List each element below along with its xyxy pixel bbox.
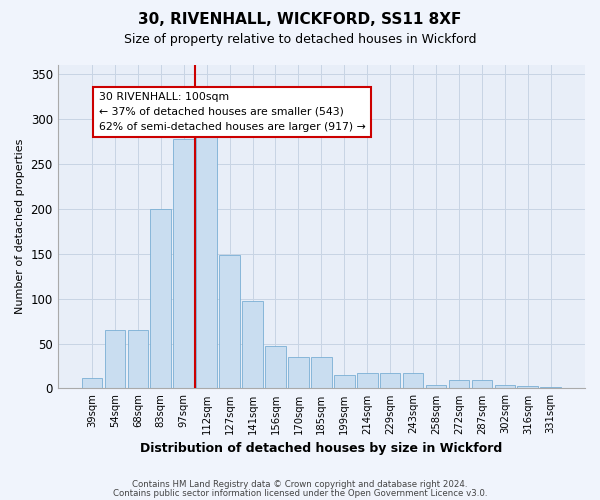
Bar [265, 346, 286, 389]
X-axis label: Distribution of detached houses by size in Wickford: Distribution of detached houses by size … [140, 442, 502, 455]
Bar [219, 256, 240, 388]
Bar [334, 375, 355, 388]
Bar [541, 386, 561, 388]
Bar [403, 373, 424, 388]
Bar [82, 378, 102, 388]
Bar [357, 373, 377, 388]
Y-axis label: Number of detached properties: Number of detached properties [15, 139, 25, 314]
Bar [151, 208, 171, 388]
Bar [380, 373, 400, 388]
Bar [472, 380, 492, 388]
Text: Contains HM Land Registry data © Crown copyright and database right 2024.: Contains HM Land Registry data © Crown c… [132, 480, 468, 489]
Text: 30 RIVENHALL: 100sqm
← 37% of detached houses are smaller (543)
62% of semi-deta: 30 RIVENHALL: 100sqm ← 37% of detached h… [99, 92, 365, 132]
Bar [196, 128, 217, 388]
Bar [242, 302, 263, 388]
Bar [449, 380, 469, 388]
Bar [494, 385, 515, 388]
Bar [517, 386, 538, 388]
Text: 30, RIVENHALL, WICKFORD, SS11 8XF: 30, RIVENHALL, WICKFORD, SS11 8XF [139, 12, 461, 28]
Bar [425, 385, 446, 388]
Bar [128, 330, 148, 388]
Bar [173, 138, 194, 388]
Bar [288, 357, 309, 388]
Bar [104, 330, 125, 388]
Bar [311, 357, 332, 388]
Text: Contains public sector information licensed under the Open Government Licence v3: Contains public sector information licen… [113, 489, 487, 498]
Text: Size of property relative to detached houses in Wickford: Size of property relative to detached ho… [124, 32, 476, 46]
